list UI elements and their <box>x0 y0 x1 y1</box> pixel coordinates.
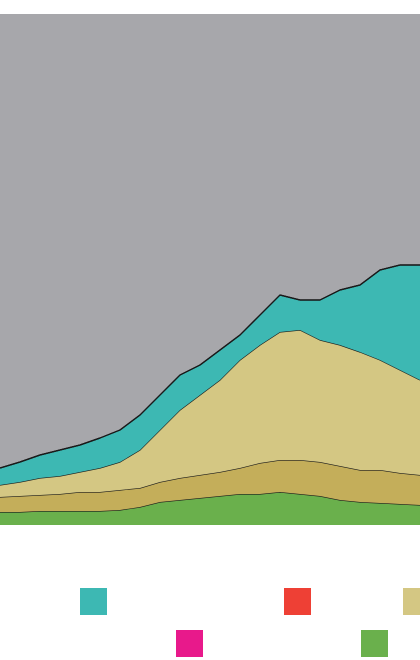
area-edge <box>0 264 420 469</box>
legend-swatch <box>403 588 420 615</box>
legend-swatch <box>176 630 203 657</box>
area <box>0 330 420 497</box>
legend-swatch <box>80 588 107 615</box>
area <box>0 492 420 525</box>
area <box>0 460 420 512</box>
legend-swatch <box>284 588 311 615</box>
area <box>0 265 420 485</box>
legend-swatch <box>361 630 388 657</box>
